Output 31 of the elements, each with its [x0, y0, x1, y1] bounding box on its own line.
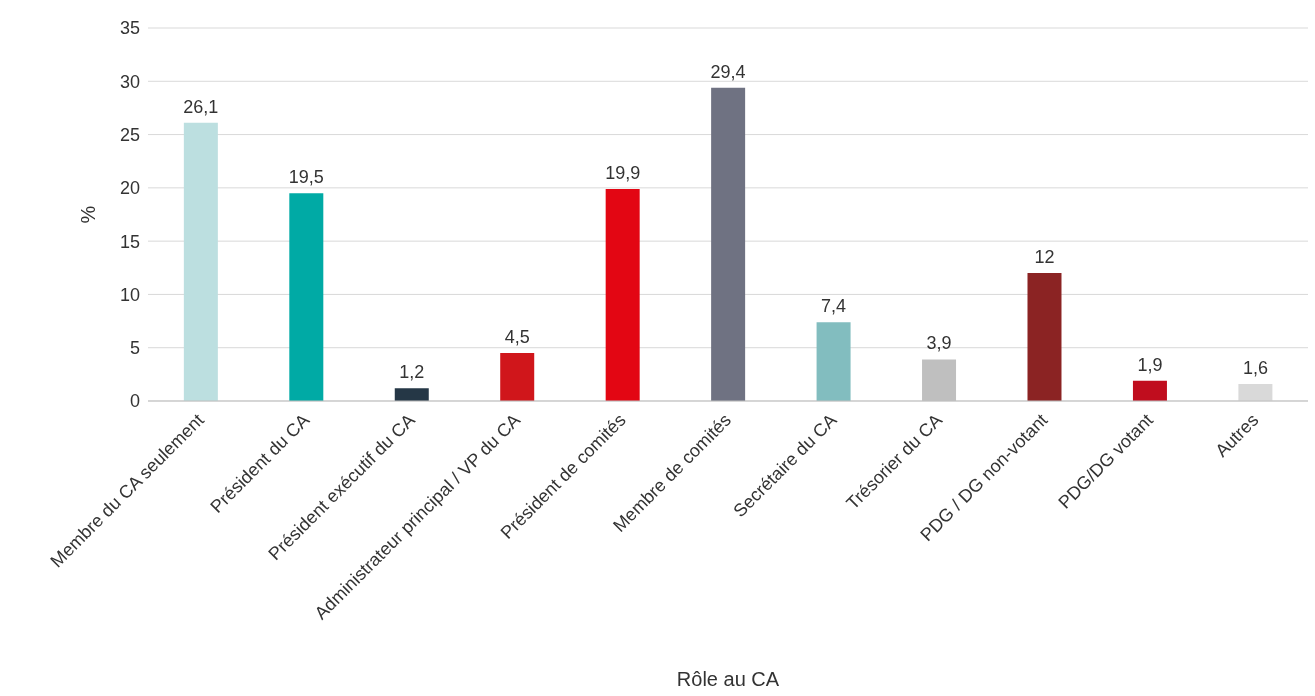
data-label: 19,5 — [288, 167, 324, 188]
data-label: 19,9 — [605, 162, 641, 183]
y-tick-label: 20 — [119, 178, 140, 199]
bar — [289, 193, 324, 401]
data-label: 1,2 — [399, 362, 425, 383]
y-tick-label: 15 — [119, 231, 140, 252]
data-label: 12 — [1034, 247, 1055, 268]
y-axis-title: % — [77, 205, 100, 224]
bar — [1238, 383, 1273, 401]
y-tick-label: 10 — [119, 284, 140, 305]
bar — [711, 87, 746, 401]
data-label: 7,4 — [821, 296, 847, 317]
bar — [1027, 273, 1062, 401]
data-label: 1,6 — [1242, 357, 1268, 378]
y-tick-label: 35 — [119, 18, 140, 39]
bar — [394, 388, 429, 401]
y-tick-label: 0 — [129, 391, 140, 412]
y-tick-label: 5 — [129, 338, 140, 359]
data-label: 3,9 — [926, 333, 952, 354]
data-label: 1,9 — [1137, 354, 1163, 375]
data-label: 4,5 — [504, 327, 530, 348]
data-label: 29,4 — [710, 61, 746, 82]
data-label: 26,1 — [183, 96, 219, 117]
bar — [1132, 380, 1167, 401]
bar — [183, 122, 218, 401]
y-tick-label: 30 — [119, 71, 140, 92]
x-axis-title: Rôle au CA — [676, 668, 780, 690]
bar — [605, 188, 640, 401]
y-tick-label: 25 — [119, 124, 140, 145]
bar — [816, 322, 851, 401]
bar — [500, 353, 535, 401]
